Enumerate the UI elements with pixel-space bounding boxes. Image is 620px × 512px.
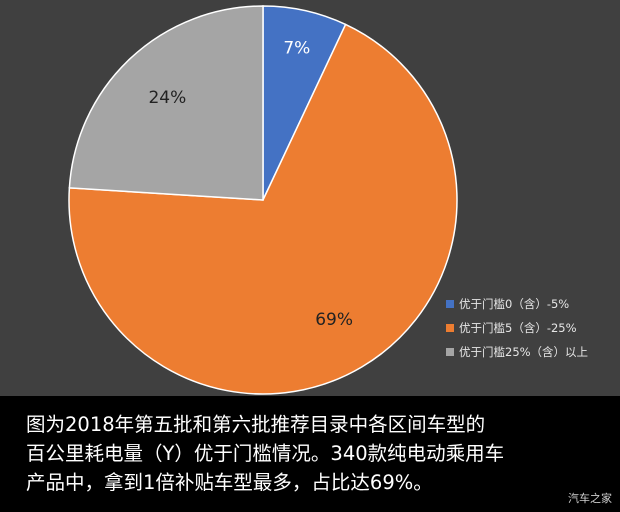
chart-area: 7% 69% 24% 优于门槛0（含）-5% 优于门槛5（含）-25% 优于门槛25… xyxy=(0,0,620,396)
pie-slice-5-25 xyxy=(68,23,458,395)
caption-line-2: 百公里耗电量（Y）优于门槛情况。340款纯电动乘用车 xyxy=(26,442,505,465)
legend-item-5-25: 优于门槛5（含）-25% xyxy=(446,316,588,340)
legend: 优于门槛0（含）-5% 优于门槛5（含）-25% 优于门槛25%（含）以上 xyxy=(446,292,588,364)
caption-line-3: 产品中，拿到1倍补贴车型最多，占比达69%。 xyxy=(26,471,433,494)
legend-swatch-gray xyxy=(446,348,454,356)
legend-swatch-orange xyxy=(446,324,454,332)
legend-swatch-blue xyxy=(446,300,454,308)
legend-label-0-5: 优于门槛0（含）-5% xyxy=(459,297,570,311)
pie-slice-25-plus xyxy=(68,5,264,201)
legend-item-25-plus: 优于门槛25%（含）以上 xyxy=(446,340,588,364)
pie-slice-25-plus-label: 24% xyxy=(148,88,186,108)
pie-chart: 7% 69% 24% xyxy=(68,5,458,395)
caption: 图为2018年第五批和第六批推荐目录中各区间车型的 百公里耗电量（Y）优于门槛情… xyxy=(0,396,620,512)
legend-label-5-25: 优于门槛5（含）-25% xyxy=(459,321,577,335)
watermark: 汽车之家 xyxy=(568,492,612,505)
pie-slice-0-5-label: 7% xyxy=(283,39,310,59)
caption-line-1: 图为2018年第五批和第六批推荐目录中各区间车型的 xyxy=(26,413,486,436)
legend-item-0-5: 优于门槛0（含）-5% xyxy=(446,292,588,316)
pie-slice-5-25-label: 69% xyxy=(315,310,353,330)
legend-label-25-plus: 优于门槛25%（含）以上 xyxy=(459,345,589,359)
